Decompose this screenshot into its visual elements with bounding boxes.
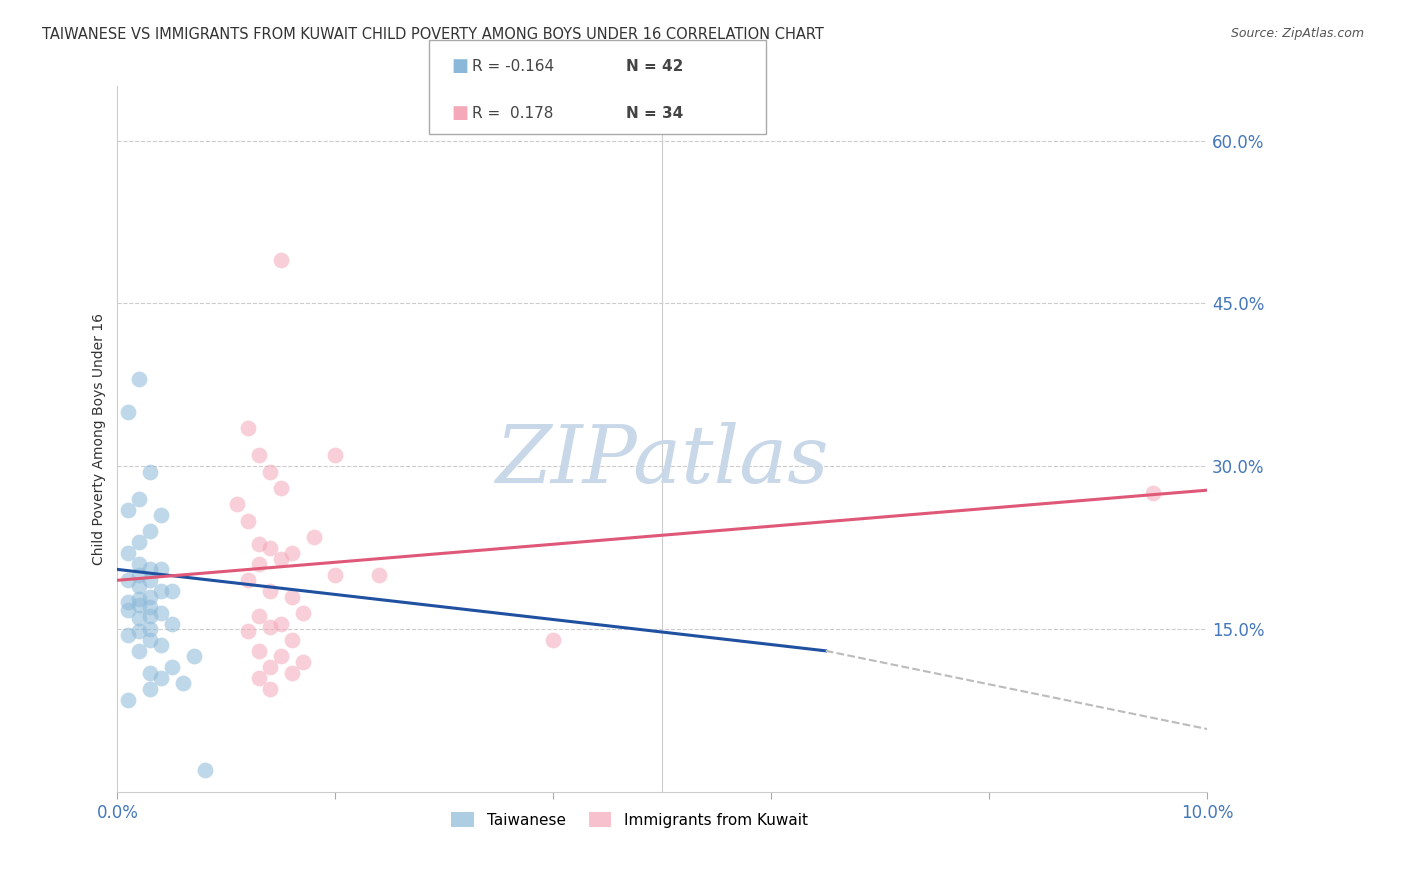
Point (543, 632, 565, 647)
Point (117, 602, 139, 616)
Point (139, 465, 162, 479)
Point (194, 764, 217, 778)
Point (183, 649, 205, 664)
Text: R =  0.178: R = 0.178 (472, 106, 554, 120)
Point (128, 557, 150, 571)
Point (139, 609, 162, 624)
Point (281, 665, 304, 680)
Point (128, 624, 150, 639)
Point (117, 405, 139, 419)
Point (128, 579, 150, 593)
Point (128, 591, 150, 606)
Text: ■: ■ (451, 57, 468, 75)
Point (128, 535, 150, 549)
Point (160, 616, 183, 631)
Point (139, 524, 162, 539)
Point (247, 449, 270, 463)
Point (247, 644, 270, 658)
Text: N = 34: N = 34 (626, 106, 683, 120)
Point (325, 449, 347, 463)
Text: TAIWANESE VS IMMIGRANTS FROM KUWAIT CHILD POVERTY AMONG BOYS UNDER 16 CORRELATIO: TAIWANESE VS IMMIGRANTS FROM KUWAIT CHIL… (42, 27, 824, 42)
Point (139, 632, 162, 647)
Point (150, 639, 173, 653)
Point (128, 567, 150, 582)
Point (259, 660, 281, 674)
Point (325, 567, 347, 582)
Point (128, 491, 150, 506)
Point (291, 606, 314, 620)
Point (128, 611, 150, 625)
Point (117, 546, 139, 560)
Point (247, 537, 270, 551)
Point (238, 574, 260, 588)
Point (281, 590, 304, 604)
Point (150, 671, 173, 685)
Point (117, 574, 139, 588)
Point (302, 530, 325, 544)
Text: ZIPatlas: ZIPatlas (495, 422, 830, 500)
Text: Source: ZipAtlas.com: Source: ZipAtlas.com (1230, 27, 1364, 40)
Point (247, 609, 270, 624)
Text: R = -0.164: R = -0.164 (472, 59, 554, 73)
Point (139, 574, 162, 588)
Point (1142, 486, 1164, 500)
Point (128, 599, 150, 613)
Point (160, 584, 183, 599)
Point (368, 567, 391, 582)
Point (247, 557, 270, 571)
Point (238, 514, 260, 528)
Y-axis label: Child Poverty Among Boys Under 16: Child Poverty Among Boys Under 16 (93, 313, 107, 566)
Point (270, 481, 292, 495)
Point (281, 546, 304, 560)
Point (150, 584, 173, 599)
Point (259, 584, 281, 599)
Point (139, 590, 162, 604)
Point (117, 692, 139, 706)
Text: ■: ■ (451, 104, 468, 122)
Point (139, 665, 162, 680)
Legend: Taiwanese, Immigrants from Kuwait: Taiwanese, Immigrants from Kuwait (446, 805, 814, 834)
Point (270, 649, 292, 664)
Point (238, 624, 260, 639)
Point (150, 606, 173, 620)
Point (117, 627, 139, 641)
Point (270, 253, 292, 268)
Point (117, 595, 139, 609)
Point (128, 644, 150, 658)
Point (139, 600, 162, 615)
Point (139, 622, 162, 636)
Point (281, 632, 304, 647)
Point (270, 551, 292, 566)
Point (172, 676, 194, 690)
Point (226, 497, 249, 511)
Point (259, 465, 281, 479)
Point (150, 508, 173, 523)
Point (150, 562, 173, 576)
Point (238, 421, 260, 435)
Point (247, 671, 270, 685)
Point (259, 681, 281, 696)
Point (139, 562, 162, 576)
Text: N = 42: N = 42 (626, 59, 683, 73)
Point (291, 655, 314, 669)
Point (117, 502, 139, 516)
Point (259, 620, 281, 634)
Point (128, 372, 150, 386)
Point (270, 616, 292, 631)
Point (259, 541, 281, 555)
Point (139, 681, 162, 696)
Point (160, 660, 183, 674)
